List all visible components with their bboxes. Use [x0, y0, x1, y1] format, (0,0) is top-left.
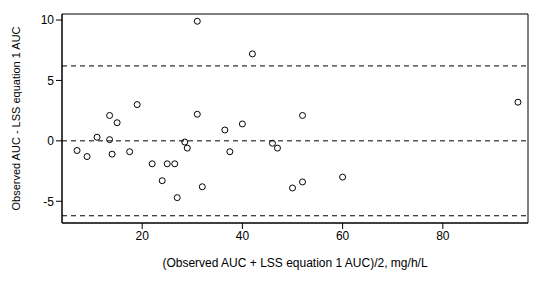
- svg-text:40: 40: [236, 229, 250, 243]
- svg-text:Observed AUC - LSS equation 1: Observed AUC - LSS equation 1 AUC: [10, 26, 22, 210]
- svg-text:(Observed AUC + LSS equation 1: (Observed AUC + LSS equation 1 AUC)/2, m…: [162, 256, 427, 270]
- svg-text:80: 80: [436, 229, 450, 243]
- svg-text:-5: -5: [43, 195, 54, 209]
- svg-text:5: 5: [47, 74, 54, 88]
- svg-text:0: 0: [47, 134, 54, 148]
- svg-text:60: 60: [336, 229, 350, 243]
- svg-text:20: 20: [135, 229, 149, 243]
- svg-text:10: 10: [41, 13, 55, 27]
